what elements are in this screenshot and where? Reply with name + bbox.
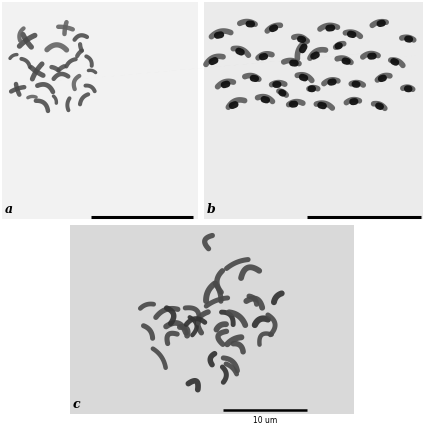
- Text: 10 um: 10 um: [253, 416, 277, 425]
- Bar: [70, 225, 354, 414]
- Text: a: a: [5, 204, 13, 216]
- Bar: [2, 2, 198, 219]
- Bar: [204, 2, 423, 219]
- Text: c: c: [73, 398, 81, 411]
- Text: b: b: [207, 204, 216, 216]
